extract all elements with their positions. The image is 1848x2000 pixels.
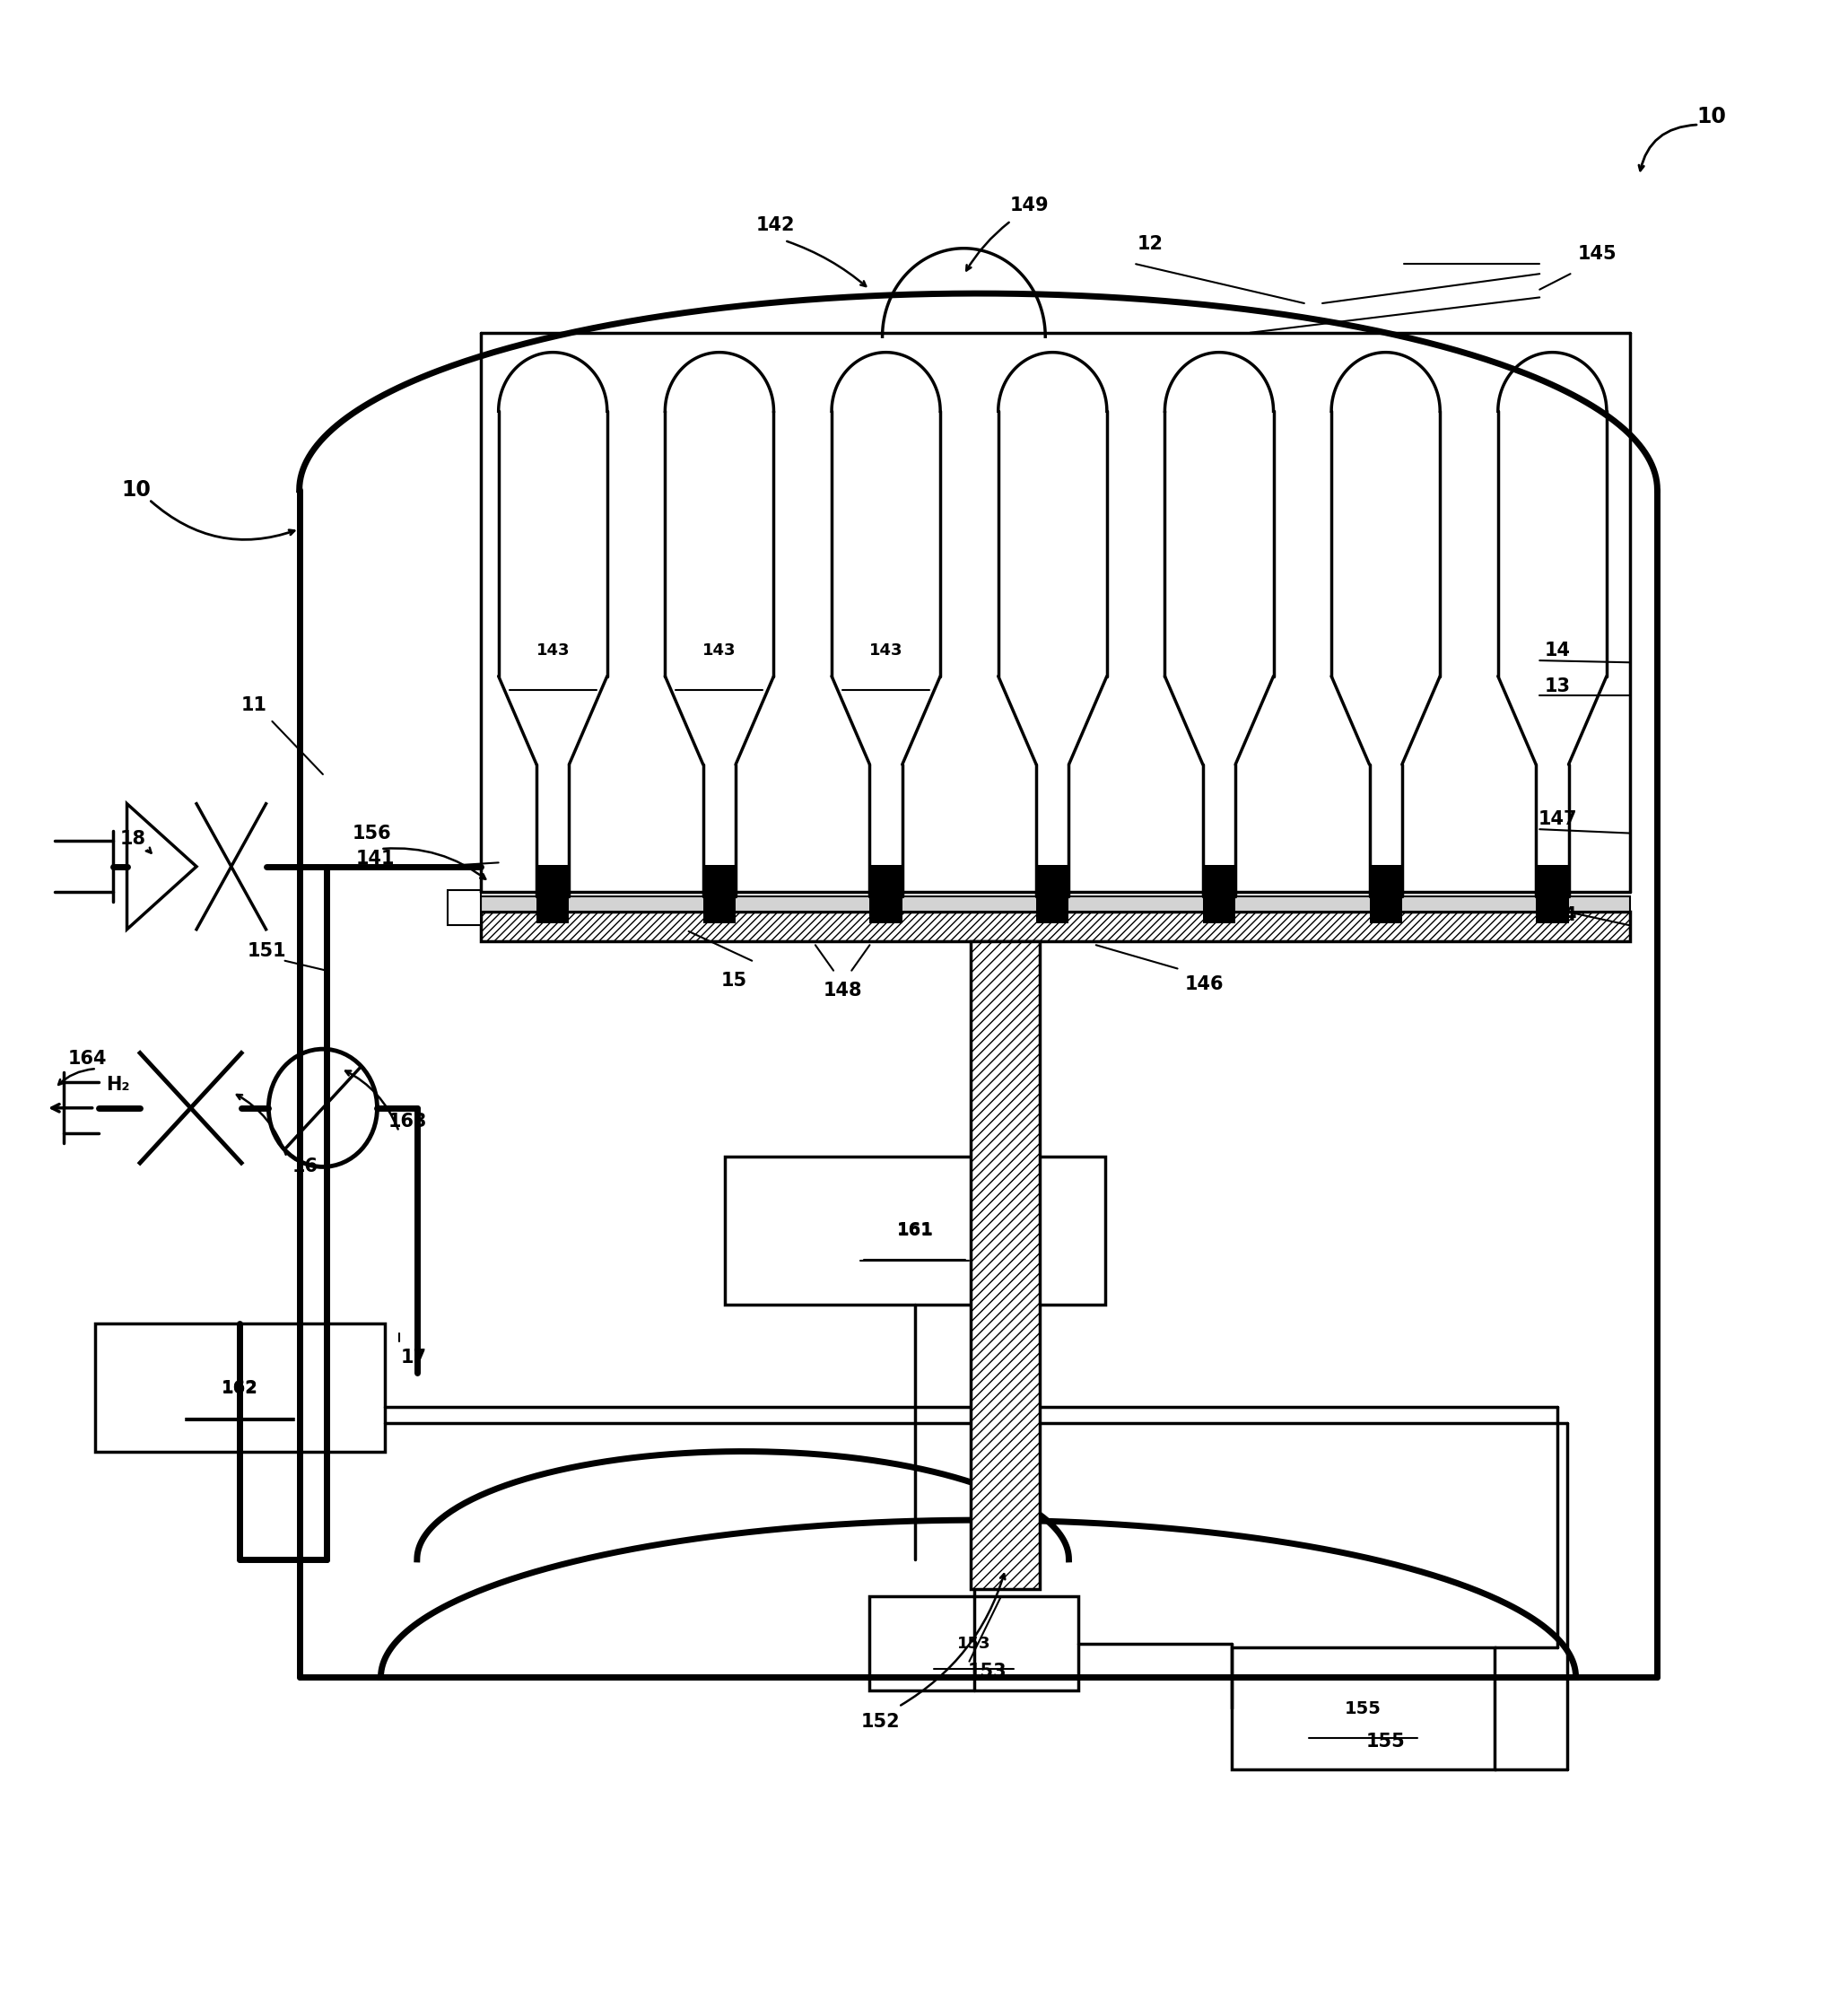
Text: 153: 153	[968, 1662, 1007, 1680]
Bar	[94, 1324, 384, 1452]
Text: 163: 163	[388, 1112, 427, 1130]
Bar	[724, 1158, 1105, 1304]
Text: 143: 143	[536, 642, 569, 658]
Text: 156: 156	[353, 824, 392, 842]
Bar	[1536, 864, 1569, 924]
Text: 146: 146	[1185, 976, 1223, 994]
Bar	[870, 1596, 1077, 1690]
Text: 147: 147	[1538, 810, 1576, 828]
Text: 14: 14	[1545, 642, 1571, 660]
Bar	[1203, 864, 1236, 924]
Text: H₂: H₂	[107, 1076, 129, 1094]
Bar	[536, 864, 569, 924]
Text: 164: 164	[68, 1050, 107, 1068]
Text: 154: 154	[1538, 906, 1578, 924]
Bar	[1369, 864, 1403, 924]
Bar	[870, 864, 902, 924]
Text: 145: 145	[1578, 246, 1617, 264]
Text: 162: 162	[222, 1380, 259, 1398]
Text: 10: 10	[1696, 106, 1726, 128]
Text: 142: 142	[756, 216, 795, 234]
Bar	[480, 912, 1630, 942]
Text: 143: 143	[702, 642, 736, 658]
Bar	[702, 864, 736, 924]
Text: 162: 162	[222, 1380, 259, 1396]
Bar	[1233, 1648, 1495, 1770]
Text: 149: 149	[1009, 196, 1048, 214]
Text: 161: 161	[896, 1222, 933, 1240]
Text: 12: 12	[1137, 236, 1164, 254]
Text: 143: 143	[869, 642, 904, 658]
Bar	[970, 942, 1040, 1588]
Text: 11: 11	[240, 696, 268, 714]
Text: 16: 16	[292, 1158, 318, 1176]
Text: 18: 18	[120, 830, 146, 848]
Bar	[1037, 864, 1068, 924]
Text: 13: 13	[1545, 678, 1571, 694]
Text: 152: 152	[861, 1714, 900, 1732]
Text: 161: 161	[896, 1222, 933, 1238]
Text: 141: 141	[357, 850, 395, 868]
Bar	[447, 890, 480, 926]
Text: 10: 10	[122, 478, 152, 500]
Text: 151: 151	[248, 942, 286, 960]
Text: 153: 153	[957, 1636, 991, 1652]
Bar	[480, 896, 1630, 912]
Text: 155: 155	[1366, 1732, 1404, 1750]
Text: 155: 155	[1345, 1700, 1382, 1718]
Text: 15: 15	[721, 972, 747, 990]
Text: 148: 148	[822, 982, 861, 1000]
Text: 17: 17	[401, 1348, 427, 1366]
